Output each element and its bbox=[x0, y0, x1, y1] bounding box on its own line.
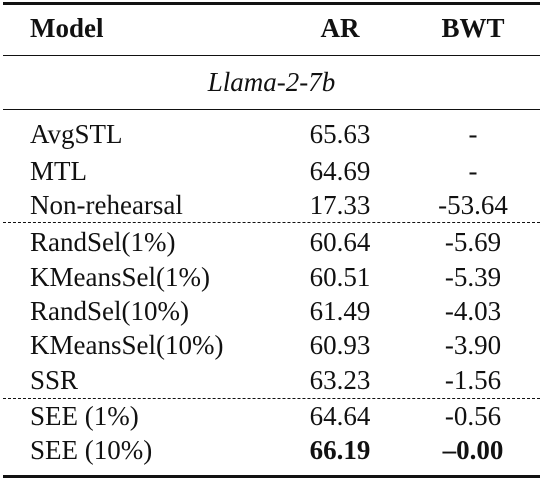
row-ar: 64.64 bbox=[309, 401, 371, 431]
row-ar-best: 66.19 bbox=[309, 435, 371, 465]
row-bwt: -3.90 bbox=[444, 330, 502, 360]
header-ar: AR bbox=[320, 13, 360, 43]
top-rule bbox=[3, 2, 540, 5]
row-model: KMeansSel(10%) bbox=[30, 330, 224, 360]
row-model: SSR bbox=[30, 365, 79, 395]
row-model: AvgSTL bbox=[30, 119, 123, 149]
section-dashed-rule bbox=[3, 398, 540, 399]
row-model: Non-rehearsal bbox=[30, 190, 183, 220]
row-ar: 60.64 bbox=[309, 227, 371, 257]
row-model: KMeansSel(1%) bbox=[30, 262, 210, 292]
section-dashed-rule bbox=[3, 222, 540, 223]
bottom-rule bbox=[3, 475, 540, 478]
group-label: Llama-2-7b bbox=[207, 67, 336, 97]
row-ar: 17.33 bbox=[309, 190, 371, 220]
row-bwt-best: –0.00 bbox=[442, 435, 504, 465]
row-model: MTL bbox=[30, 156, 87, 186]
row-bwt: -0.56 bbox=[444, 401, 502, 431]
row-bwt: -53.64 bbox=[438, 190, 508, 220]
header-rule bbox=[3, 55, 540, 57]
row-ar: 60.51 bbox=[309, 262, 371, 292]
row-ar: 63.23 bbox=[309, 365, 371, 395]
row-ar: 60.93 bbox=[309, 330, 371, 360]
row-ar: 64.69 bbox=[309, 156, 371, 186]
row-bwt: -1.56 bbox=[444, 365, 502, 395]
row-ar: 65.63 bbox=[309, 119, 371, 149]
header-model: Model bbox=[30, 13, 104, 43]
row-bwt: -5.69 bbox=[444, 227, 502, 257]
row-bwt: -5.39 bbox=[444, 262, 502, 292]
header-bwt: BWT bbox=[441, 13, 505, 43]
row-model: RandSel(1%) bbox=[30, 227, 176, 257]
row-bwt: - bbox=[468, 119, 478, 149]
row-model: SEE (1%) bbox=[30, 401, 139, 431]
row-ar: 61.49 bbox=[309, 296, 371, 326]
row-model: SEE (10%) bbox=[30, 435, 153, 465]
row-bwt: - bbox=[468, 156, 478, 186]
group-rule bbox=[3, 109, 540, 111]
row-model: RandSel(10%) bbox=[30, 296, 189, 326]
row-bwt: -4.03 bbox=[444, 296, 502, 326]
